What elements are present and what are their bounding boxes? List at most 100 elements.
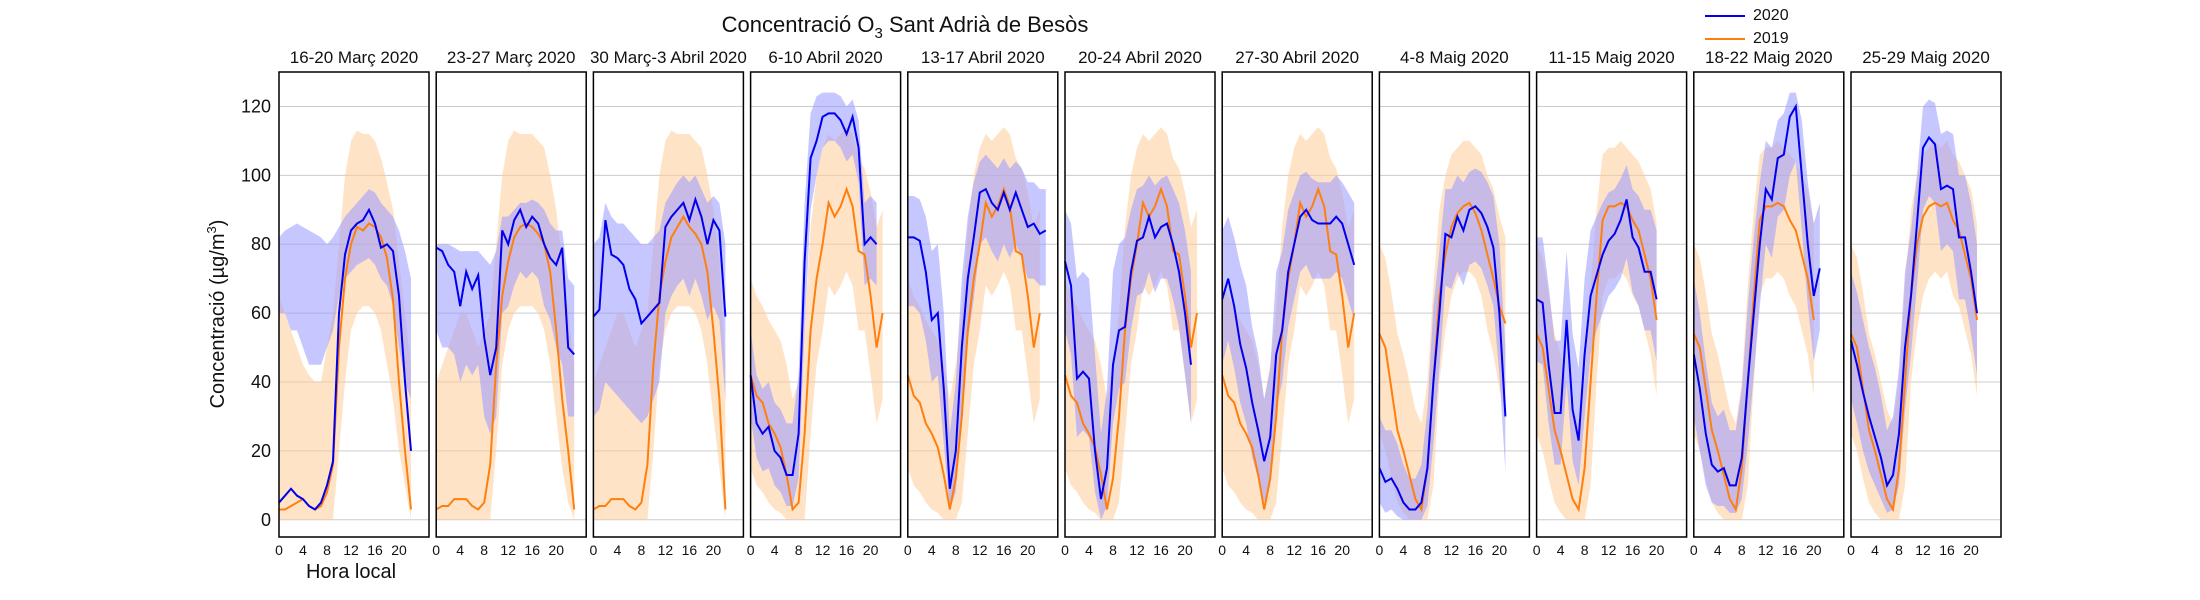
x-tick-label: 20: [1177, 542, 1193, 558]
panel-2: 23-27 Març 2020 0 4 8 12 16 20: [432, 48, 587, 558]
x-tick-label: 0: [1847, 542, 1855, 558]
y-tick-label: 0: [261, 510, 271, 530]
x-tick-label: 20: [706, 542, 722, 558]
panel-frame: [1850, 71, 2002, 538]
series-line-2019: [435, 222, 576, 511]
x-tick-label: 0: [432, 542, 440, 558]
x-tick-label: 4: [1557, 542, 1565, 558]
panel-title: 4-8 Maig 2020: [1400, 48, 1509, 67]
panel-frame: [1378, 71, 1531, 538]
panel-10: 18-22 Maig 2020 0 4 8 12 16 20: [1690, 48, 1845, 558]
series-line-2019: [906, 186, 1041, 510]
series-line-2020: [749, 112, 878, 476]
series-line-2020: [592, 196, 727, 326]
y-tick-label: 120: [241, 96, 271, 116]
x-tick-label: 4: [456, 542, 464, 558]
series-line-2019: [279, 222, 412, 511]
panel-4: 6-10 Abril 2020 0 4 8 12 16 20: [747, 48, 902, 558]
x-tick-label: 8: [1109, 542, 1117, 558]
panel-frame: [1535, 71, 1688, 538]
panel-title: 27-30 Abril 2020: [1235, 48, 1359, 67]
x-tick-label: 4: [771, 542, 779, 558]
x-tick-label: 0: [747, 542, 755, 558]
x-tick-label: 20: [1492, 542, 1508, 558]
panel-title: 6-10 Abril 2020: [768, 48, 882, 67]
x-tick-label: 20: [1649, 542, 1665, 558]
x-tick-label: 0: [1218, 542, 1226, 558]
x-tick-label: 12: [815, 542, 831, 558]
x-tick-label: 12: [1444, 542, 1460, 558]
panel-frame: [1064, 71, 1216, 538]
panel-title: 20-24 Abril 2020: [1078, 48, 1202, 67]
panel-frame: [907, 71, 1059, 538]
legend-label-2019: 2019: [1753, 30, 1789, 47]
x-tick-label: 16: [1939, 542, 1955, 558]
panel-title: 11-15 Maig 2020: [1548, 48, 1674, 67]
x-tick-label: 16: [1625, 542, 1641, 558]
x-tick-label: 8: [1266, 542, 1274, 558]
x-tick-label: 16: [367, 542, 383, 558]
chart-title: Concentració O3 Sant Adrià de Besòs: [722, 12, 1089, 42]
x-axis-label: Hora local: [306, 561, 396, 583]
x-tick-label: 20: [391, 542, 407, 558]
x-tick-label: 4: [299, 542, 307, 558]
x-tick-label: 0: [1061, 542, 1069, 558]
series-line-2020: [1064, 213, 1192, 500]
series-line-2020: [1378, 205, 1507, 511]
x-tick-label: 0: [904, 542, 912, 558]
x-tick-label: 12: [500, 542, 516, 558]
x-tick-label: 16: [839, 542, 855, 558]
x-tick-label: 20: [1020, 542, 1036, 558]
panel-frame: [1693, 71, 1845, 538]
x-tick-label: 8: [323, 542, 331, 558]
band: [1693, 92, 1820, 513]
series-line-2020: [1850, 135, 1978, 489]
x-tick-label: 16: [1310, 542, 1326, 558]
y-axis-label: Concentració (µg/m3): [204, 220, 229, 409]
series-line-2020: [435, 207, 575, 376]
series-line-2020: [907, 187, 1047, 489]
x-tick-label: 4: [928, 542, 936, 558]
series-line-2019: [1535, 201, 1658, 513]
panel-11: 25-29 Maig 2020 0 4 8 12 16 20: [1847, 48, 2002, 558]
x-tick-label: 16: [682, 542, 698, 558]
panel-7: 27-30 Abril 2020 0 4 8 12 16 20: [1218, 48, 1373, 558]
x-tick-label: 12: [1601, 542, 1617, 558]
x-tick-label: 12: [1286, 542, 1302, 558]
panel-frame: [749, 71, 902, 538]
x-tick-label: 12: [343, 542, 359, 558]
series-line-2019: [749, 186, 884, 512]
x-tick-label: 8: [1424, 542, 1432, 558]
panel-title: 18-22 Maig 2020: [1705, 48, 1833, 67]
series-line-2020: [1692, 103, 1821, 487]
panel-frame: [592, 71, 745, 538]
panel-title: 25-29 Maig 2020: [1862, 48, 1990, 67]
band: [1379, 168, 1506, 520]
x-tick-label: 8: [638, 542, 646, 558]
legend: 2020 2019: [1705, 7, 1789, 47]
band: [1536, 165, 1657, 486]
band: [436, 199, 575, 434]
x-tick-label: 12: [658, 542, 674, 558]
band: [1065, 175, 1191, 520]
x-tick-label: 8: [1738, 542, 1746, 558]
panel-title: 30 Març-3 Abril 2020: [590, 48, 747, 67]
band: [750, 92, 877, 507]
x-tick-label: 12: [1758, 542, 1774, 558]
y-tick-label: 20: [251, 441, 271, 461]
panel-frame: [278, 71, 430, 538]
x-tick-label: 20: [1806, 542, 1822, 558]
panel-title: 16-20 Març 2020: [290, 48, 419, 67]
x-tick-label: 8: [795, 542, 803, 558]
x-tick-label: 0: [590, 542, 598, 558]
x-tick-label: 4: [1871, 542, 1879, 558]
x-tick-label: 16: [1782, 542, 1798, 558]
y-tick-label: 60: [251, 303, 271, 323]
series-line-2020: [278, 207, 412, 511]
y-tick-label: 40: [251, 372, 271, 392]
x-tick-label: 20: [1334, 542, 1350, 558]
legend-label-2020: 2020: [1753, 7, 1789, 24]
